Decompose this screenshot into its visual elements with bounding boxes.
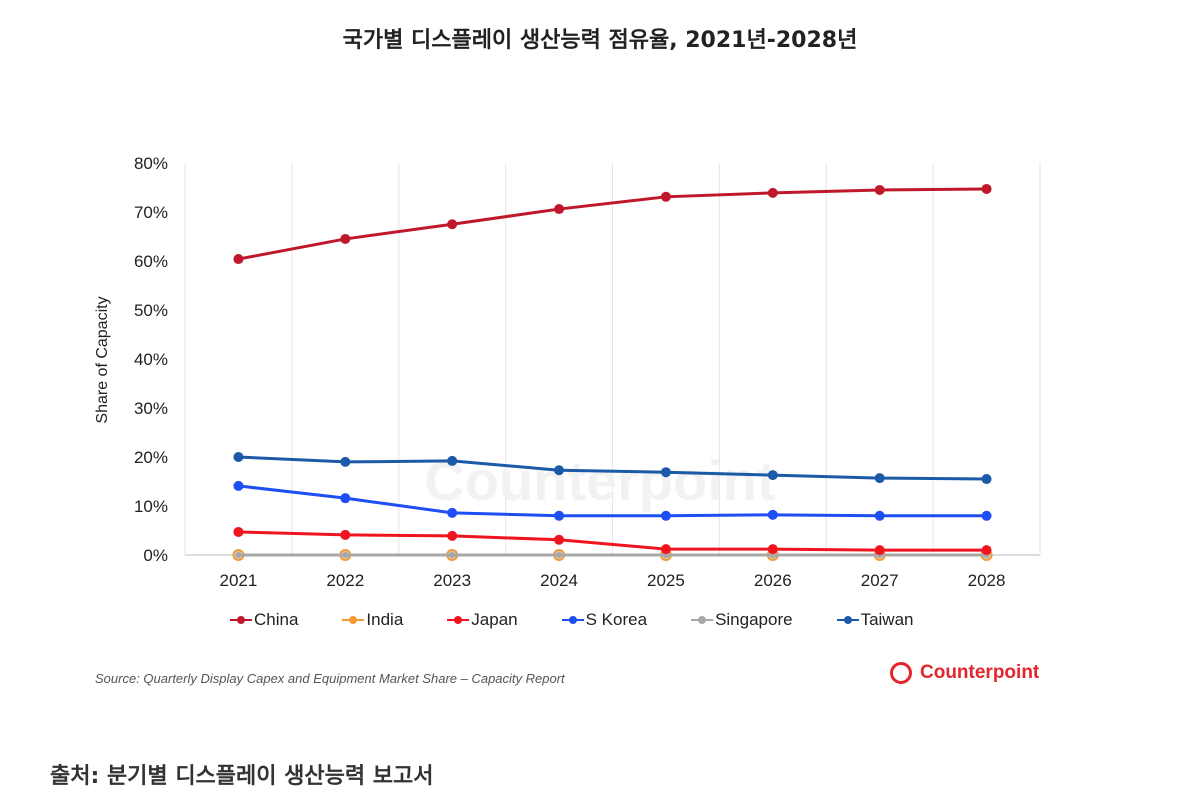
data-point-s-korea (874, 510, 885, 521)
y-tick-label: 40% (134, 350, 168, 369)
data-point-taiwan (981, 474, 992, 485)
data-point-taiwan (554, 465, 565, 476)
legend-label: S Korea (585, 610, 648, 629)
legend-item: India (342, 610, 403, 630)
x-tick-label: 2025 (647, 571, 685, 590)
legend-item: China (230, 610, 298, 630)
legend-marker-icon (561, 616, 584, 624)
counterpoint-logo: Counterpoint (890, 662, 1039, 684)
series-line-s-korea (238, 484, 987, 518)
data-point-s-korea (660, 510, 671, 521)
brand-name: Counterpoint (920, 662, 1040, 683)
chart-title: 국가별 디스플레이 생산능력 점유율, 2021년-2028년 (342, 28, 858, 53)
data-point-japan (233, 526, 244, 537)
data-point-taiwan (340, 456, 351, 467)
y-tick-label: 30% (134, 399, 168, 418)
data-point-china (981, 183, 992, 194)
series-line-japan (238, 530, 987, 552)
data-point-s-korea (340, 493, 351, 504)
data-point-taiwan (874, 473, 885, 484)
data-point-china (874, 184, 885, 195)
y-tick-label: 60% (134, 252, 168, 271)
data-point-s-korea (767, 509, 778, 520)
x-tick-label: 2022 (326, 571, 364, 590)
series-line-china (238, 187, 987, 261)
x-tick-label: 2026 (754, 571, 792, 590)
data-point-taiwan (660, 467, 671, 478)
legend-marker-icon (691, 616, 714, 624)
watermark: Counterpoint (424, 449, 775, 512)
legend-marker-icon (447, 616, 470, 624)
data-point-singapore (342, 552, 349, 558)
legend: China India Japan S Korea Singapore Taiwan (230, 610, 958, 630)
data-point-china (340, 233, 351, 244)
legend-label: India (366, 610, 404, 629)
legend-marker-icon (342, 616, 365, 624)
data-point-japan (340, 529, 351, 540)
data-point-japan (767, 544, 778, 555)
data-point-japan (554, 534, 565, 545)
data-point-singapore (235, 552, 242, 558)
data-point-china (447, 219, 458, 230)
data-point-taiwan (447, 455, 458, 466)
data-point-taiwan (233, 452, 244, 462)
legend-item: Singapore (691, 610, 793, 630)
legend-item: S Korea (561, 610, 648, 630)
counterpoint-logo-icon (890, 662, 912, 684)
data-point-taiwan (767, 470, 778, 481)
data-point-japan (660, 544, 671, 555)
data-point-singapore (449, 552, 456, 558)
legend-marker-icon (230, 616, 252, 624)
x-tick-label: 2021 (220, 571, 258, 590)
data-point-japan (874, 545, 885, 556)
legend-item: Taiwan (836, 610, 914, 630)
data-point-china (767, 187, 778, 198)
y-tick-label: 20% (134, 448, 168, 467)
x-tick-label: 2024 (540, 571, 578, 590)
y-axis-label: Share of Capacity (94, 296, 111, 423)
y-tick-label: 50% (134, 301, 168, 320)
y-tick-label: 10% (134, 497, 168, 516)
data-point-china (554, 204, 565, 215)
y-tick-label: 0% (143, 546, 168, 565)
series-line-taiwan (238, 455, 987, 481)
x-tick-label: 2028 (968, 571, 1006, 590)
legend-marker-icon (836, 616, 859, 624)
legend-label: China (254, 610, 299, 629)
legend-label: Taiwan (860, 610, 914, 629)
y-tick-label: 70% (134, 203, 168, 222)
data-point-china (660, 191, 671, 202)
caption: 출처: 분기별 디스플레이 생산능력 보고서 (50, 764, 434, 789)
source-note: Source: Quarterly Display Capex and Equi… (95, 671, 565, 686)
x-tick-label: 2023 (433, 571, 471, 590)
data-point-s-korea (447, 507, 458, 518)
legend-label: Japan (471, 610, 518, 629)
legend-label: Singapore (715, 610, 793, 629)
data-point-s-korea (981, 510, 992, 521)
y-tick-label: 80% (134, 154, 168, 173)
legend-item: Japan (447, 610, 518, 630)
x-tick-label: 2027 (861, 571, 899, 590)
data-point-s-korea (554, 510, 565, 521)
data-point-japan (981, 545, 992, 556)
data-point-singapore (556, 552, 563, 558)
data-point-s-korea (233, 480, 244, 491)
data-point-china (233, 254, 244, 265)
data-point-japan (447, 530, 458, 541)
